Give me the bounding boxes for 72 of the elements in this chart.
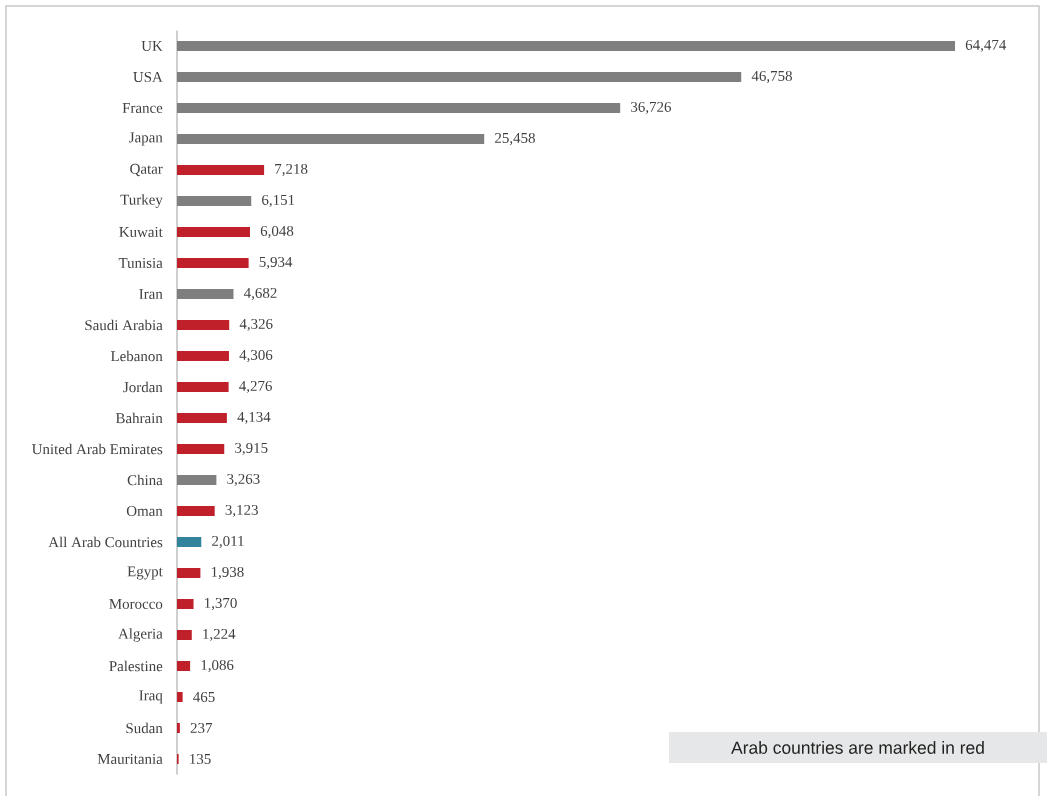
y-tick-label: Saudi Arabia (85, 319, 163, 331)
bar (177, 195, 252, 206)
data-label: 6,151 (262, 194, 295, 208)
bar (177, 537, 202, 547)
y-tick-label: Turkey (120, 194, 163, 208)
y-tick-label: Oman (126, 505, 163, 517)
y-tick-label: Kuwait (119, 226, 163, 238)
y-tick-label: Lebanon (110, 350, 163, 362)
y-tick-label: UK (141, 41, 163, 51)
y-tick-label: Palestine (109, 660, 163, 672)
data-label: 4,134 (237, 411, 271, 425)
bar (177, 413, 227, 423)
y-tick-label: Jordan (123, 381, 163, 393)
data-label: 5,934 (259, 256, 293, 270)
data-label: 465 (193, 691, 215, 703)
data-label: 3,915 (235, 442, 268, 456)
bar (177, 506, 215, 516)
data-label: 4,682 (243, 287, 277, 301)
data-label: 1,086 (201, 659, 234, 673)
bar (177, 444, 225, 454)
bar (177, 382, 229, 392)
bar (177, 630, 192, 640)
data-label: 7,218 (275, 163, 308, 177)
data-label: 6,048 (260, 225, 294, 239)
y-tick-label: France (122, 103, 163, 113)
data-label: 135 (190, 753, 211, 765)
bar (177, 289, 234, 299)
data-label: 1,224 (203, 628, 236, 642)
bar (177, 164, 265, 175)
y-tick-label: Iran (139, 289, 163, 299)
y-tick-label: United Arab Emirates (31, 443, 163, 455)
data-label: 64,474 (965, 39, 1007, 53)
y-tick-label: Algeria (118, 628, 163, 642)
y-tick-label: Iraq (139, 690, 163, 704)
y-tick-label: Sudan (126, 722, 163, 734)
data-label: 46,758 (751, 70, 792, 84)
data-label: 4,276 (239, 380, 272, 394)
bar (177, 568, 201, 578)
bar (177, 661, 191, 671)
annotation: Arab countries are marked in red (731, 741, 984, 754)
data-label: 3,263 (227, 473, 260, 487)
bar (177, 723, 180, 733)
data-label: 2,011 (212, 535, 244, 549)
data-label: 1,938 (211, 566, 244, 580)
y-tick-label: Mauritania (97, 753, 163, 765)
data-label: 4,326 (239, 318, 273, 332)
y-tick-label: Bahrain (115, 412, 163, 424)
data-label: 237 (190, 722, 213, 734)
bar (177, 71, 742, 82)
bar (177, 258, 249, 268)
y-tick-label: Morocco (109, 599, 163, 609)
bar (177, 351, 229, 361)
bar (177, 320, 230, 330)
bar (177, 227, 250, 237)
data-label: 1,370 (205, 597, 237, 611)
bar (177, 133, 485, 144)
y-tick-label: Japan (129, 132, 163, 146)
y-tick-label: China (127, 474, 163, 486)
data-label: 4,306 (239, 349, 273, 363)
bar (177, 475, 217, 485)
data-label: 3,123 (225, 504, 258, 518)
y-tick-label: Qatar (130, 163, 163, 177)
y-tick-label: Tunisia (118, 257, 163, 269)
y-tick-label: All Arab Countries (48, 536, 163, 548)
y-tick-label: USA (133, 71, 163, 83)
bar (177, 102, 621, 113)
bar (177, 599, 194, 609)
y-tick-label: Egypt (127, 566, 163, 580)
bar (177, 40, 956, 51)
data-label: 36,726 (631, 101, 672, 115)
data-label: 25,458 (495, 132, 535, 146)
bar (177, 692, 183, 702)
